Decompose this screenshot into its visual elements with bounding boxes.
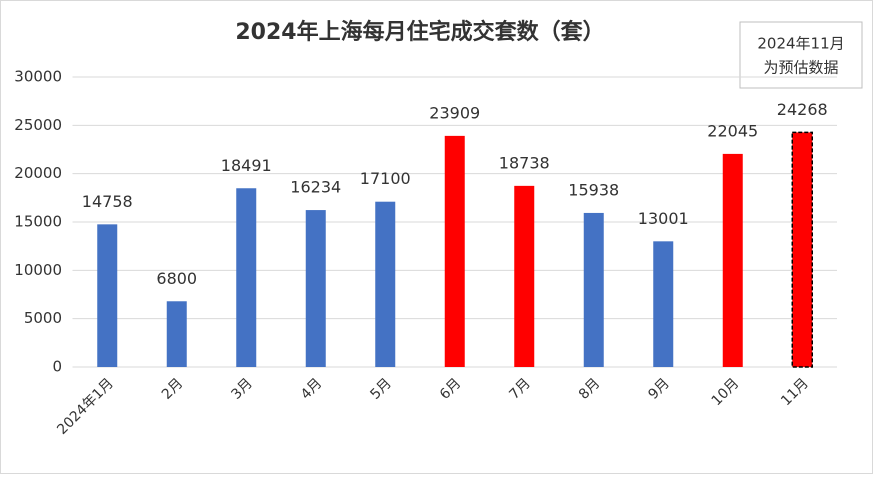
value-label: 24268 [777,100,828,119]
chart-title: 2024年上海每月住宅成交套数（套） [235,19,604,45]
value-label: 17100 [360,169,411,188]
bar [722,153,743,367]
y-tick-label: 10000 [14,261,62,279]
y-tick-label: 20000 [14,164,62,182]
value-label: 15938 [568,180,619,199]
value-label: 14758 [82,192,133,211]
bar [375,201,396,367]
bar [305,210,326,367]
annotation-line: 为预估数据 [763,59,838,77]
annotation-box [739,21,863,89]
value-label: 13001 [638,209,689,228]
bar [791,131,813,368]
bar [653,241,674,367]
bar [444,135,465,367]
y-tick-label: 5000 [24,309,62,327]
value-label: 23909 [429,103,480,122]
value-label: 18738 [499,153,550,172]
annotation-line: 2024年11月 [757,35,844,53]
value-label: 16234 [290,178,341,197]
bar [583,212,604,367]
y-tick-label: 30000 [14,68,62,86]
y-tick-label: 0 [52,358,62,376]
value-label: 22045 [707,121,758,140]
y-tick-label: 25000 [14,116,62,134]
bar [166,301,187,367]
bar [97,224,118,367]
y-tick-label: 15000 [14,213,62,231]
value-label: 18491 [221,156,272,175]
bar [514,185,535,367]
value-label: 6800 [156,269,197,288]
bar [236,188,257,367]
